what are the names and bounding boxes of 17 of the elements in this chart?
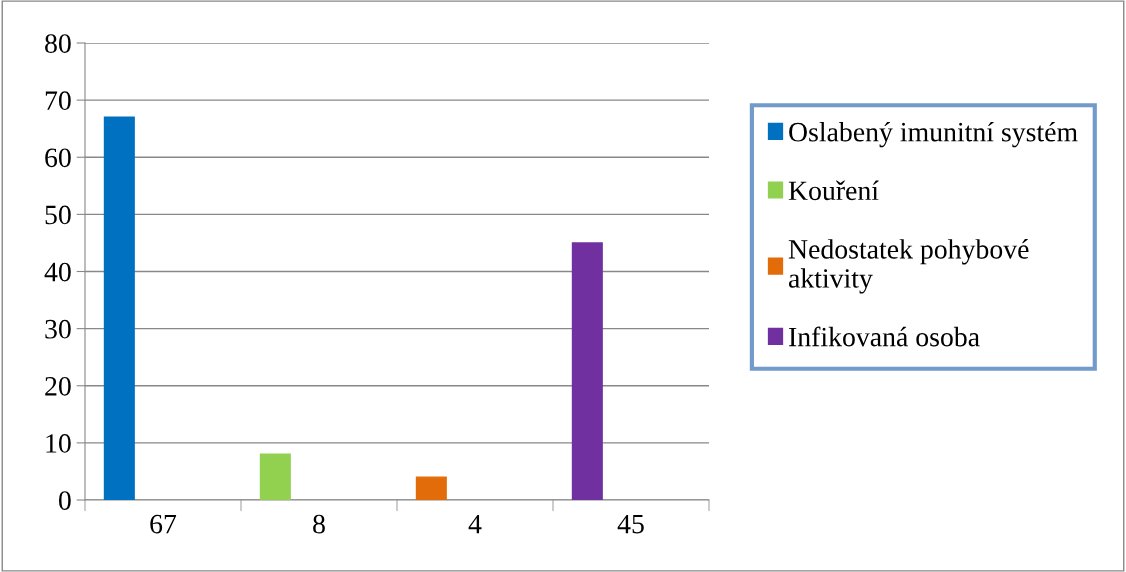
x-tick-label: 67 — [150, 514, 177, 534]
x-tick-label: 45 — [617, 514, 644, 534]
y-tick-label: 10 — [46, 434, 71, 453]
x-tick-label: 4 — [468, 514, 482, 534]
legend-label: Kouření — [788, 180, 879, 201]
legend-label: Infikovaná osoba — [789, 326, 980, 347]
y-tick-label: 60 — [45, 148, 71, 168]
y-tick-label: 70 — [45, 91, 71, 111]
y-tick-label: 30 — [45, 319, 71, 339]
legend-label: Oslabený imunitní systém — [789, 121, 1078, 148]
y-tick-label: 50 — [45, 205, 71, 225]
y-tick-label: 20 — [45, 376, 71, 396]
y-tick-label: 40 — [44, 262, 71, 282]
legend-label: Nedostatek pohybové aktivity — [788, 239, 1029, 294]
y-tick-label: 0 — [58, 491, 71, 510]
x-tick-label: 8 — [313, 514, 325, 534]
y-tick-label: 80 — [45, 34, 71, 53]
